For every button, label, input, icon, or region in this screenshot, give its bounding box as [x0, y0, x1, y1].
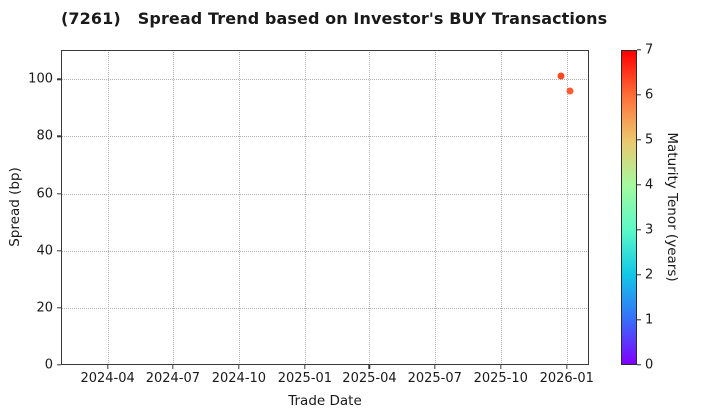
colorbar-tick-mark — [637, 274, 641, 276]
y-gridline — [61, 307, 589, 309]
colorbar-tick-label: 0 — [645, 357, 654, 373]
x-tick-mark — [566, 365, 568, 369]
x-tick-label: 2024-10 — [211, 371, 267, 386]
y-tick-mark — [57, 192, 61, 195]
plot-area — [61, 50, 589, 365]
x-gridline — [566, 50, 568, 365]
x-tick-mark — [368, 365, 371, 369]
colorbar-tick-label: 1 — [645, 312, 654, 328]
colorbar-tick-label: 7 — [645, 42, 654, 58]
x-tick-mark — [500, 365, 502, 369]
x-gridline — [238, 50, 240, 365]
y-gridline — [61, 250, 589, 252]
y-gridline — [61, 79, 589, 81]
x-gridline — [107, 50, 109, 365]
colorbar-tick-label: 3 — [645, 222, 654, 238]
colorbar-tick-mark — [637, 184, 641, 186]
y-tick-label: 80 — [36, 128, 53, 144]
y-tick-label: 0 — [44, 357, 53, 373]
x-gridline — [500, 50, 502, 365]
colorbar-gradient — [622, 51, 636, 364]
x-tick-label: 2024-04 — [80, 371, 135, 386]
x-tick-mark — [172, 365, 174, 369]
y-gridline — [61, 193, 589, 195]
x-gridline — [434, 50, 436, 365]
colorbar-tick-mark — [637, 94, 641, 96]
y-tick-label: 100 — [28, 71, 53, 87]
y-tick-label: 40 — [36, 243, 53, 259]
x-gridline — [304, 50, 306, 365]
y-tick-mark — [57, 307, 61, 309]
x-tick-label: 2024-07 — [145, 371, 201, 386]
colorbar-tick-mark — [637, 364, 641, 366]
colorbar-tick-mark — [637, 229, 641, 231]
x-tick-mark — [238, 365, 240, 369]
y-gridline — [61, 136, 589, 138]
y-tick-mark — [57, 250, 61, 252]
x-axis-label: Trade Date — [288, 393, 362, 409]
x-tick-label: 2026-01 — [539, 371, 594, 386]
colorbar-tick-mark — [637, 139, 641, 141]
chart-title: (7261) Spread Trend based on Investor's … — [61, 9, 608, 28]
x-tick-label: 2025-01 — [277, 371, 333, 386]
x-gridline — [369, 50, 371, 365]
x-tick-mark — [304, 365, 306, 369]
data-point — [557, 72, 565, 80]
colorbar-tick-label: 6 — [645, 87, 654, 103]
y-tick-label: 20 — [36, 300, 53, 316]
y-tick-mark — [57, 364, 61, 366]
x-tick-label: 2025-04 — [342, 371, 397, 386]
colorbar-tick-mark — [637, 319, 641, 321]
y-tick-label: 60 — [36, 186, 53, 202]
y-axis-label: Spread (bp) — [7, 167, 23, 247]
y-tick-mark — [57, 135, 61, 138]
x-gridline — [172, 50, 174, 365]
x-tick-label: 2025-10 — [473, 371, 528, 386]
x-tick-mark — [434, 365, 436, 369]
y-tick-mark — [57, 78, 61, 80]
colorbar-label: Maturity Tenor (years) — [664, 132, 680, 282]
colorbar-tick-label: 4 — [645, 177, 654, 193]
x-tick-mark — [106, 365, 109, 369]
colorbar-tick-label: 5 — [645, 132, 654, 148]
colorbar — [621, 50, 637, 365]
colorbar-tick-label: 2 — [645, 267, 654, 283]
plot-frame — [61, 50, 589, 365]
data-point — [566, 87, 574, 95]
x-tick-label: 2025-07 — [407, 371, 462, 386]
colorbar-tick-mark — [637, 49, 641, 51]
